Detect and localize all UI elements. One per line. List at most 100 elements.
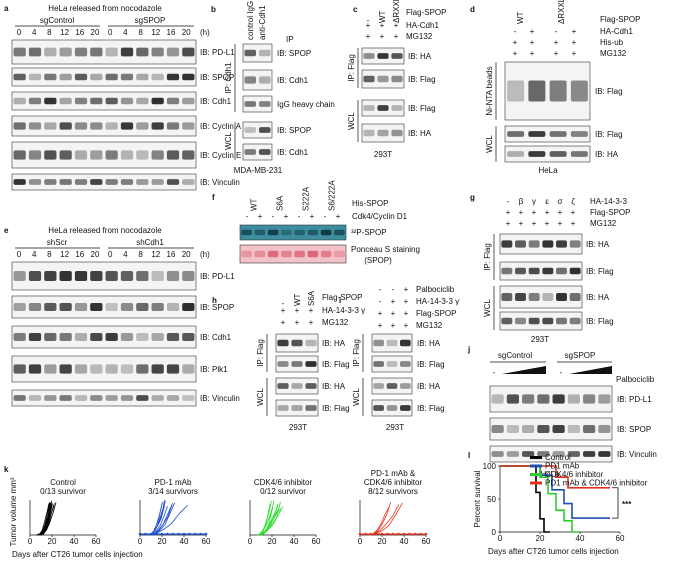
blot-label: IB: Flag — [408, 75, 436, 84]
band — [105, 395, 118, 401]
band — [120, 73, 134, 81]
dose-ramp — [502, 366, 546, 374]
band — [363, 75, 375, 83]
lane-label: ΔRXXL — [557, 0, 566, 24]
lane-label: S6/222A — [328, 180, 337, 211]
band — [28, 303, 42, 311]
blot-label: IB: SPOP — [277, 126, 311, 135]
band — [400, 405, 411, 411]
band — [120, 179, 134, 185]
sign: + — [545, 208, 550, 217]
sign: - — [379, 297, 382, 306]
band — [537, 451, 550, 457]
sign: + — [404, 309, 409, 318]
row-label: Flag-SPOP — [406, 8, 446, 17]
row-label: Flag-SPOP — [322, 293, 362, 302]
growth-curve — [257, 507, 274, 536]
x-tick-label: 0 — [248, 537, 253, 546]
band — [258, 49, 271, 57]
survivor-dot — [149, 532, 153, 536]
band — [522, 425, 535, 433]
band — [90, 395, 103, 401]
lane-label: WT — [250, 198, 259, 211]
band — [400, 361, 411, 367]
band — [74, 179, 88, 185]
side-label: IP: Flag — [352, 339, 361, 367]
blot-label: IB: Vinculin — [200, 394, 240, 403]
band — [244, 149, 257, 155]
lane-label: ζ — [571, 197, 575, 206]
band — [537, 394, 550, 404]
blot — [371, 399, 413, 417]
band — [307, 229, 319, 236]
time-label: 4 — [32, 28, 37, 37]
blot — [11, 355, 197, 383]
side-label: IP: Flag — [483, 243, 492, 271]
x-tick-label: 40 — [400, 537, 409, 546]
sign: + — [532, 208, 537, 217]
band — [258, 127, 271, 133]
band — [277, 339, 289, 347]
blot-label: IB: Flag — [417, 360, 445, 369]
sign: - — [493, 368, 496, 377]
sign: + — [391, 297, 396, 306]
time-label: 12 — [60, 250, 69, 259]
band — [182, 333, 195, 341]
band — [501, 267, 513, 275]
band — [44, 333, 57, 341]
band — [151, 395, 164, 401]
axis-label: Days after CT26 tumor cells injection — [12, 550, 143, 559]
sign: + — [572, 49, 577, 58]
band — [515, 267, 526, 275]
band — [13, 179, 26, 185]
band — [567, 451, 580, 457]
blot-label: IB: Flag — [595, 87, 623, 96]
legend-swatch — [530, 464, 542, 468]
band — [13, 150, 26, 160]
band — [59, 150, 72, 160]
survivor-dot — [391, 532, 395, 536]
band — [515, 293, 526, 301]
band — [151, 179, 164, 185]
blot — [11, 141, 197, 169]
band — [74, 47, 88, 57]
x-tick-label: 40 — [180, 537, 189, 546]
blot-label: IB: PD-L1 — [617, 395, 652, 404]
legend-label: PD1 mAb & CDK4/6 inhibitor — [545, 479, 648, 488]
blot-label: IB: HA — [417, 382, 441, 391]
row-label: Palbociclib — [616, 375, 655, 384]
x-tick-label: 60 — [422, 537, 431, 546]
x-tick-label: 20 — [268, 537, 277, 546]
band — [373, 383, 384, 389]
band — [182, 150, 195, 160]
band — [552, 451, 565, 457]
sign: + — [295, 318, 300, 327]
side-label: IP: Flag — [256, 339, 265, 367]
blot — [242, 43, 273, 63]
sign: - — [298, 212, 301, 221]
time-label: 4 — [32, 250, 37, 259]
blot — [371, 333, 413, 353]
band — [74, 333, 88, 341]
blot — [499, 261, 583, 281]
band — [373, 405, 384, 411]
band — [320, 250, 332, 258]
sign: + — [366, 32, 371, 41]
band — [501, 240, 513, 248]
band — [74, 122, 88, 130]
band — [74, 73, 88, 81]
survivor-dot — [188, 532, 191, 536]
panel-letter: l — [468, 451, 470, 460]
band — [567, 425, 580, 433]
time-label: 12 — [151, 250, 160, 259]
band — [90, 97, 103, 105]
band — [501, 293, 513, 301]
time-label: 20 — [91, 250, 100, 259]
sign: - — [246, 212, 249, 221]
x-tick-label: 0 — [138, 537, 143, 546]
blot — [11, 325, 197, 349]
band — [491, 425, 504, 433]
sign: - — [555, 27, 558, 36]
band — [90, 179, 103, 185]
cell-label: HeLa — [538, 166, 558, 175]
